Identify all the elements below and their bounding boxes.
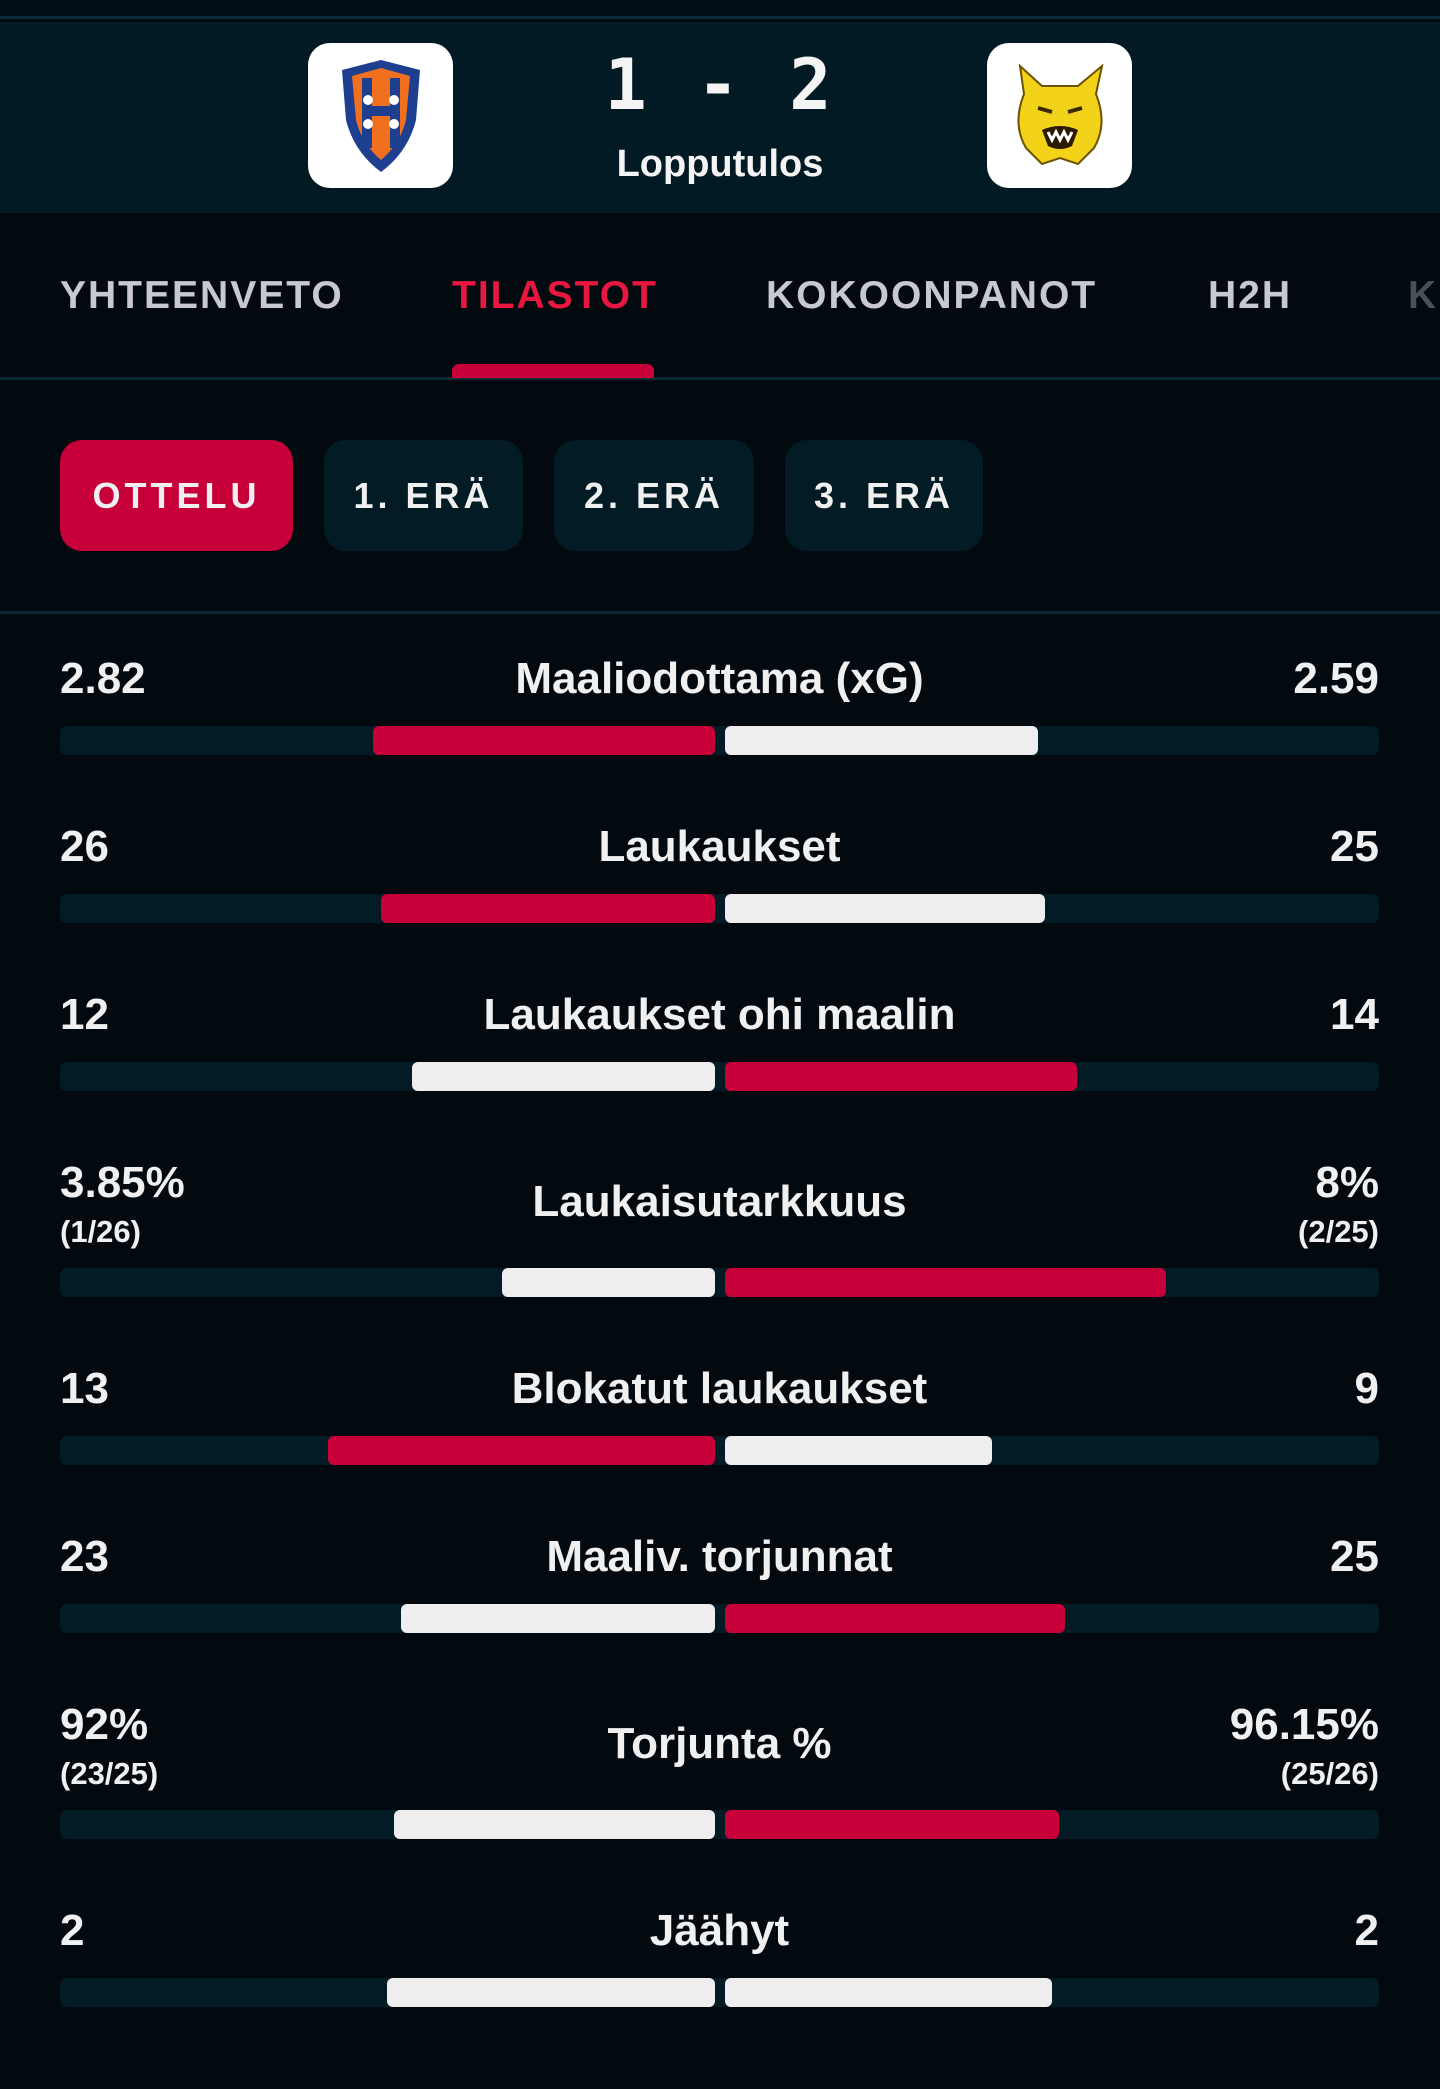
stat-label: Maaliv. torjunnat (546, 1532, 893, 1581)
home-sub-value: (1/26) (60, 1214, 141, 1249)
stat-bar-track (60, 1978, 1379, 2007)
away-value: 2 (1354, 1906, 1379, 1955)
stat-label: Laukaisutarkkuus (532, 1177, 907, 1226)
stat-row: 92% Torjunta % 96.15% (23/25) (25/26) (60, 1695, 1379, 1839)
ilves-lynx-icon (1017, 63, 1103, 165)
home-bar (380, 894, 715, 923)
home-bar (387, 1978, 715, 2007)
stat-label: Maaliodottama (xG) (515, 654, 924, 703)
stat-label: Blokatut laukaukset (511, 1364, 928, 1413)
away-value: 8% (1315, 1158, 1379, 1207)
stat-label: Jäähyt (649, 1906, 790, 1955)
match-status: Lopputulos (616, 143, 824, 185)
stat-bar-track (60, 726, 1379, 755)
period-filter: OTTELU 1. ERÄ 2. ERÄ 3. ERÄ (0, 383, 1440, 614)
away-bar (724, 1810, 1059, 1839)
stat-text: 92% Torjunta % 96.15% (23/25) (25/26) (60, 1695, 1379, 1793)
match-score: 1 - 2 (604, 44, 836, 126)
home-bar (501, 1268, 715, 1297)
away-sub-value: (2/25) (1298, 1214, 1379, 1249)
stat-row: 2.82 Maaliodottama (xG) 2.59 (60, 649, 1379, 755)
home-bar (412, 1062, 715, 1091)
home-value: 12 (60, 990, 109, 1039)
home-bar (327, 1436, 715, 1465)
stat-row: 13 Blokatut laukaukset 9 (60, 1359, 1379, 1465)
away-team-logo[interactable] (987, 43, 1132, 188)
period-2-button[interactable]: 2. ERÄ (554, 440, 754, 551)
tappara-crest-icon (341, 59, 420, 172)
away-bar (724, 1604, 1066, 1633)
tab-yhteenveto[interactable]: YHTEENVETO (60, 274, 344, 317)
away-bar (724, 1436, 993, 1465)
home-value: 26 (60, 822, 109, 871)
tab-tilastot[interactable]: TILASTOT (452, 274, 658, 317)
away-bar (724, 1978, 1052, 2007)
home-bar (394, 1810, 715, 1839)
home-value: 92% (60, 1700, 149, 1749)
home-value: 3.85% (60, 1158, 185, 1207)
stat-row: 12 Laukaukset ohi maalin 14 (60, 985, 1379, 1091)
stat-bar-track (60, 894, 1379, 923)
stat-text: 23 Maaliv. torjunnat 25 (60, 1527, 1379, 1587)
stat-label: Laukaukset ohi maalin (483, 990, 956, 1039)
stat-text: 2.82 Maaliodottama (xG) 2.59 (60, 649, 1379, 709)
stat-row: 26 Laukaukset 25 (60, 817, 1379, 923)
stat-text: 13 Blokatut laukaukset 9 (60, 1359, 1379, 1419)
away-value: 25 (1330, 822, 1379, 871)
away-value: 14 (1330, 990, 1379, 1039)
home-team-logo[interactable] (308, 43, 453, 188)
home-value: 23 (60, 1532, 109, 1581)
away-value: 9 (1354, 1364, 1379, 1413)
stat-label: Laukaukset (598, 822, 841, 871)
away-bar (724, 1062, 1077, 1091)
away-bar (724, 726, 1038, 755)
stat-text: 26 Laukaukset 25 (60, 817, 1379, 877)
away-value: 96.15% (1229, 1700, 1379, 1749)
active-tab-indicator (452, 364, 654, 378)
period-1-button[interactable]: 1. ERÄ (324, 440, 523, 551)
stat-bar-track (60, 1268, 1379, 1297)
stat-bar-track (60, 1436, 1379, 1465)
stat-text: 3.85% Laukaisutarkkuus 8% (1/26) (2/25) (60, 1153, 1379, 1251)
home-value: 2.82 (60, 654, 146, 703)
period-ottelu-button[interactable]: OTTELU (60, 440, 293, 551)
home-sub-value: (23/25) (60, 1756, 159, 1791)
away-value: 25 (1330, 1532, 1379, 1581)
away-bar (724, 1268, 1167, 1297)
away-bar (724, 894, 1046, 923)
period-3-button[interactable]: 3. ERÄ (785, 440, 983, 551)
stat-row: 2 Jäähyt 2 (60, 1901, 1379, 2007)
stat-bar-track (60, 1810, 1379, 1839)
home-bar (400, 1604, 715, 1633)
stat-label: Torjunta % (607, 1719, 832, 1768)
stat-row: 23 Maaliv. torjunnat 25 (60, 1527, 1379, 1633)
stat-bar-track (60, 1062, 1379, 1091)
tab-bar: YHTEENVETO TILASTOT KOKOONPANOT H2H K (0, 213, 1440, 380)
tab-kokoonpanot[interactable]: KOKOONPANOT (766, 274, 1098, 317)
tab-h2h[interactable]: H2H (1208, 274, 1293, 317)
tab-more[interactable]: K (1408, 274, 1439, 317)
stat-text: 2 Jäähyt 2 (60, 1901, 1379, 1961)
home-value: 13 (60, 1364, 109, 1413)
stats-list: 2.82 Maaliodottama (xG) 2.59 26 Laukaukset 25… (60, 649, 1379, 2069)
status-strip (0, 0, 1440, 19)
away-value: 2.59 (1293, 654, 1379, 703)
match-header: 1 - 2 Lopputulos (0, 22, 1440, 213)
away-sub-value: (25/26) (1280, 1756, 1379, 1791)
home-value: 2 (60, 1906, 85, 1955)
stat-text: 12 Laukaukset ohi maalin 14 (60, 985, 1379, 1045)
stat-bar-track (60, 1604, 1379, 1633)
home-bar (373, 726, 715, 755)
stat-row: 3.85% Laukaisutarkkuus 8% (1/26) (2/25) (60, 1153, 1379, 1297)
